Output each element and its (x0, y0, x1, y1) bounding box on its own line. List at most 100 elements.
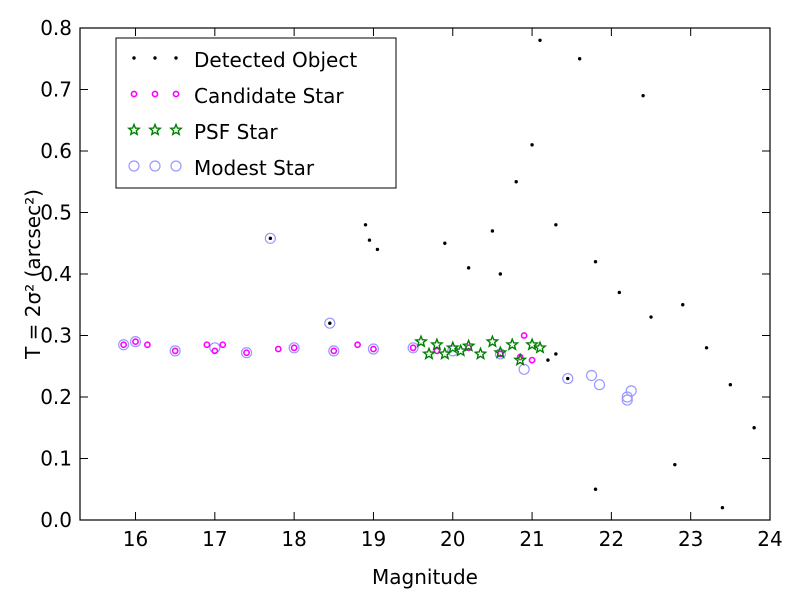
data-point (433, 347, 441, 355)
data-point (445, 340, 460, 354)
data-point (493, 345, 508, 359)
legend-marker-psf-star (168, 122, 184, 136)
legend-marker-candidate-star (151, 90, 159, 98)
data-point (375, 247, 380, 252)
x-tick-label: 16 (123, 527, 148, 551)
data-point (413, 334, 429, 348)
data-point (518, 363, 530, 375)
data-point (328, 345, 340, 357)
data-point (290, 344, 298, 352)
data-point (498, 272, 503, 276)
data-point (120, 341, 128, 349)
data-point (118, 339, 130, 351)
data-point (367, 343, 380, 355)
y-tick-label: 0.4 (40, 262, 72, 286)
y-tick-label: 0.2 (40, 385, 72, 409)
data-point (330, 347, 338, 355)
data-point (354, 341, 361, 349)
legend-box (115, 37, 397, 189)
legend-marker-detected-object (132, 56, 136, 60)
y-tick-label: 0.3 (40, 324, 72, 348)
data-point (513, 352, 528, 367)
data-point (528, 356, 536, 364)
data-point (240, 347, 253, 359)
data-point (720, 506, 725, 510)
data-point (546, 358, 550, 362)
data-point (264, 232, 276, 244)
data-point (409, 344, 417, 352)
legend-marker-psf-star (126, 122, 142, 136)
legend-marker-candidate-star (172, 90, 180, 98)
data-point (429, 337, 444, 351)
data-point (621, 391, 633, 403)
data-point (649, 315, 653, 319)
data-point (421, 346, 437, 360)
data-point (704, 346, 709, 350)
legend-marker-modest-star (170, 160, 182, 172)
y-tick-label: 0.8 (40, 16, 72, 40)
legend-marker-detected-object (153, 56, 157, 60)
data-point (673, 462, 677, 467)
data-point (461, 338, 476, 352)
series-modest-star (118, 232, 637, 406)
legend-label-candidate-star: Candidate Star (194, 84, 344, 108)
data-point (538, 38, 542, 42)
data-point (566, 376, 570, 381)
data-point (505, 337, 520, 351)
data-point (466, 266, 471, 270)
data-point (370, 345, 377, 353)
x-tick-label: 24 (757, 527, 782, 551)
x-tick-label: 21 (519, 527, 544, 551)
data-point (530, 143, 534, 147)
data-point (554, 352, 558, 356)
data-point (324, 317, 336, 329)
legend-label-detected-object: Detected Object (194, 48, 357, 72)
data-point (328, 321, 332, 325)
data-point (129, 336, 142, 348)
data-point (367, 238, 372, 242)
data-point (514, 180, 518, 184)
data-point (274, 345, 282, 353)
data-point (144, 341, 151, 349)
data-point (407, 342, 419, 354)
series-detected-object (268, 38, 756, 510)
data-point (485, 334, 500, 348)
y-tick-label: 0.1 (40, 447, 72, 471)
data-point (288, 342, 300, 354)
y-tick-label: 0.7 (40, 78, 72, 102)
data-point (585, 369, 598, 382)
data-point (473, 346, 488, 360)
data-point (453, 343, 468, 357)
y-tick-label: 0.5 (40, 201, 72, 225)
data-point (641, 93, 645, 98)
data-point (577, 57, 582, 61)
x-tick-label: 19 (361, 527, 386, 551)
data-point (728, 383, 733, 387)
data-point (554, 223, 558, 227)
data-point (243, 349, 250, 357)
legend-marker-psf-star (147, 122, 163, 136)
y-tick-label: 0.0 (40, 508, 72, 532)
x-tick-label: 23 (678, 527, 703, 551)
legend-label-modest-star: Modest Star (194, 156, 315, 180)
x-tick-label: 22 (599, 527, 624, 551)
data-point (752, 426, 756, 430)
data-point (211, 347, 219, 355)
data-point (171, 347, 179, 355)
legend-marker-detected-object (174, 56, 178, 60)
data-point (532, 340, 548, 354)
x-axis-label: Magnitude (372, 565, 478, 589)
data-point (617, 290, 622, 295)
data-point (169, 345, 181, 357)
x-tick-label: 20 (440, 527, 465, 551)
data-point (681, 303, 685, 307)
legend-label-psf-star: PSF Star (194, 120, 278, 144)
data-point (562, 372, 574, 385)
points-layer (118, 38, 756, 510)
legend-marker-modest-star (128, 160, 140, 172)
legend: Detected Object Candidate Star PSF Star Mod… (115, 37, 397, 189)
data-point (490, 229, 495, 233)
y-axis-label: T = 2σ² (arcsec²) (21, 189, 45, 360)
data-point (524, 337, 540, 351)
